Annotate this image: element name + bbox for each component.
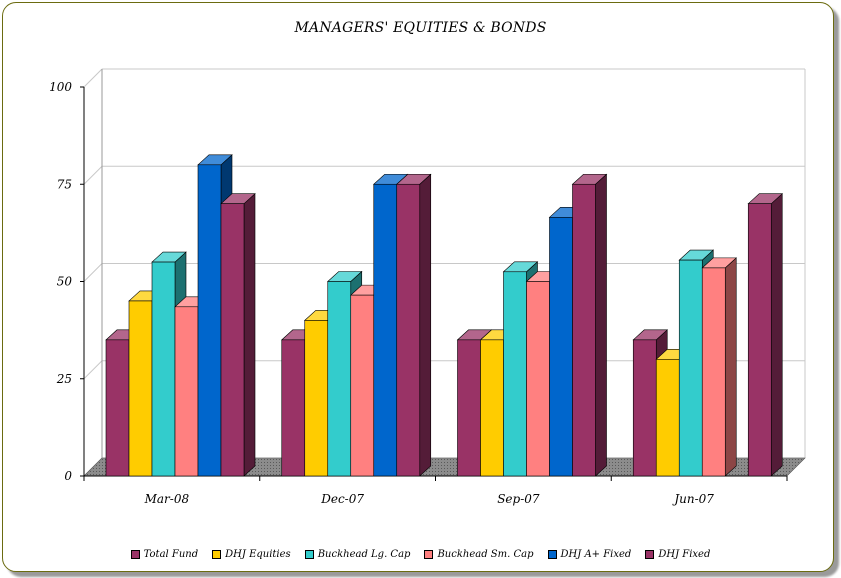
bar bbox=[373, 183, 398, 477]
bar-side bbox=[724, 257, 737, 477]
chart-legend: Total Fund DHJ Equities Buckhead Lg. Cap Bu… bbox=[0, 549, 841, 560]
bar bbox=[197, 164, 222, 477]
legend-item: Total Fund bbox=[130, 549, 199, 560]
bar bbox=[281, 339, 306, 477]
bar bbox=[350, 294, 375, 477]
bar bbox=[549, 217, 573, 477]
gridline-side bbox=[83, 263, 103, 282]
legend-label: Buckhead Sm. Cap bbox=[437, 549, 534, 560]
bar bbox=[572, 183, 596, 477]
legend-item: DHJ A+ Fixed bbox=[547, 549, 632, 560]
bar bbox=[304, 320, 329, 477]
legend-swatch bbox=[424, 550, 434, 559]
legend-item: DHJ Equities bbox=[212, 549, 291, 560]
bar bbox=[128, 300, 153, 477]
y-tick-label: 75 bbox=[57, 177, 72, 191]
bar-side bbox=[595, 173, 607, 477]
legend-label: DHJ Equities bbox=[225, 549, 291, 560]
x-tick-label: Dec-07 bbox=[320, 492, 364, 506]
bar bbox=[457, 339, 481, 477]
y-tick-label: 100 bbox=[49, 80, 72, 94]
x-tick-label: Sep-07 bbox=[497, 492, 540, 506]
legend-item: Buckhead Lg. Cap bbox=[304, 549, 411, 560]
bar bbox=[105, 339, 130, 477]
legend-label: DHJ Fixed bbox=[658, 549, 711, 560]
x-tick-label: Jun-07 bbox=[671, 492, 714, 506]
legend-swatch bbox=[130, 550, 140, 559]
bar bbox=[480, 339, 504, 477]
legend-swatch bbox=[304, 550, 314, 559]
bar bbox=[655, 358, 680, 477]
chart-title: MANAGERS' EQUITIES & BONDS bbox=[294, 20, 547, 36]
gridline-side bbox=[83, 360, 103, 380]
legend-label: DHJ A+ Fixed bbox=[560, 549, 632, 560]
bar bbox=[632, 339, 657, 477]
bar bbox=[747, 203, 772, 477]
bar-side bbox=[243, 193, 256, 477]
gridline-side bbox=[83, 165, 103, 185]
legend-swatch bbox=[645, 550, 655, 559]
bar bbox=[526, 281, 550, 477]
bar bbox=[678, 259, 703, 477]
legend-swatch bbox=[547, 550, 557, 559]
bar bbox=[174, 306, 199, 477]
legend-label: Total Fund bbox=[143, 549, 199, 560]
legend-label: Buckhead Lg. Cap bbox=[317, 549, 411, 560]
gridline-side bbox=[83, 68, 103, 88]
legend-item: DHJ Fixed bbox=[645, 549, 710, 560]
bar-side bbox=[419, 173, 432, 477]
bar bbox=[396, 183, 421, 477]
bar bbox=[701, 267, 726, 477]
legend-item: Buckhead Sm. Cap bbox=[424, 549, 534, 560]
y-tick-label: 25 bbox=[56, 372, 72, 386]
y-tick-label: 50 bbox=[57, 275, 73, 289]
bar bbox=[220, 203, 245, 477]
y-tick-label: 0 bbox=[64, 469, 72, 483]
bar bbox=[327, 281, 352, 477]
legend-swatch bbox=[212, 550, 222, 559]
bar-side bbox=[770, 193, 783, 477]
x-tick-label: Mar-08 bbox=[144, 492, 190, 506]
bar bbox=[151, 261, 176, 477]
bar bbox=[503, 271, 527, 477]
